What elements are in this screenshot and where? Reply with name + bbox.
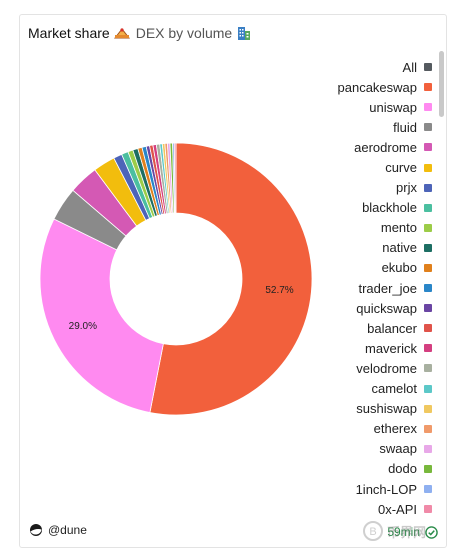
legend-label: curve (385, 160, 417, 176)
slice-label-pancakeswap: 52.7% (265, 285, 293, 296)
legend-item-prjx[interactable]: prjx (282, 178, 432, 198)
chart-legend: All pancakeswap uniswap fluid aerodrome curve… (282, 57, 432, 519)
slice-uniswap[interactable] (39, 218, 164, 413)
watermark-coin-icon: B (362, 521, 383, 541)
slice-pancakeswap[interactable] (149, 142, 313, 416)
slice-0x-api[interactable] (173, 142, 177, 214)
svg-text:B: B (369, 526, 376, 538)
legend-item-native[interactable]: native (282, 238, 432, 258)
legend-label: 1inch-LOP (355, 481, 417, 497)
legend-item-aerodrome[interactable]: aerodrome (282, 137, 432, 157)
legend-swatch (424, 464, 432, 473)
legend-swatch (424, 63, 432, 72)
legend-item-camelot[interactable]: camelot (282, 379, 432, 399)
donut-chart: 52.7% 29.0% (39, 142, 313, 416)
refresh-status[interactable]: 59min (387, 525, 438, 539)
footer-brand-text: @dune (48, 523, 87, 537)
legend-swatch (424, 364, 432, 373)
legend-item-velodrome[interactable]: velodrome (282, 358, 432, 378)
legend-label: velodrome (356, 360, 417, 376)
legend-item-uniswap[interactable]: uniswap (282, 97, 432, 117)
legend-item-curve[interactable]: curve (282, 157, 432, 177)
legend-label: aerodrome (354, 139, 417, 155)
watermark-text: 币界网 (386, 524, 426, 540)
legend-swatch (424, 103, 432, 112)
legend-swatch (424, 304, 432, 313)
legend-label: maverick (364, 340, 417, 356)
legend-swatch (424, 223, 432, 232)
legend-label: native (382, 240, 417, 256)
legend-item-1inch-lop[interactable]: 1inch-LOP (282, 479, 432, 499)
legend-swatch (424, 324, 432, 333)
legend-item-maverick[interactable]: maverick (282, 338, 432, 358)
legend-item-fluid[interactable]: fluid (282, 117, 432, 137)
chart-subtitle: DEX by volume (135, 25, 233, 41)
legend-label: pancakeswap (337, 79, 418, 95)
legend-label: prjx (396, 180, 417, 196)
legend-label: blackhole (362, 200, 417, 216)
legend-label: balancer (367, 320, 417, 336)
legend-label: 0x-API (377, 501, 417, 517)
legend-item-swaap[interactable]: swaap (282, 439, 432, 459)
legend-item-balancer[interactable]: balancer (282, 318, 432, 338)
legend-swatch (424, 243, 432, 252)
legend-label: mento (380, 220, 417, 236)
legend-label: trader_joe (358, 280, 417, 296)
legend-item-blackhole[interactable]: blackhole (282, 198, 432, 218)
legend-label: etherex (373, 421, 417, 437)
legend-label: uniswap (369, 99, 417, 115)
legend-label: swaap (379, 441, 417, 457)
legend-item-etherex[interactable]: etherex (282, 419, 432, 439)
legend-swatch (424, 424, 432, 433)
legend-label: dodo (388, 461, 417, 477)
pie-emoji-icon (113, 28, 130, 39)
refresh-age: 59min (387, 525, 420, 539)
legend-swatch (424, 183, 432, 192)
legend-item-all[interactable]: All (282, 57, 432, 77)
dune-logo-icon (30, 524, 42, 536)
legend-label: quickswap (356, 300, 417, 316)
chart-header: Market share DEX by volume (28, 23, 258, 43)
legend-swatch (424, 384, 432, 393)
legend-swatch (424, 344, 432, 353)
legend-item-dodo[interactable]: dodo (282, 459, 432, 479)
legend-swatch (424, 404, 432, 413)
legend-item-trader-joe[interactable]: trader_joe (282, 278, 432, 298)
legend-item-quickswap[interactable]: quickswap (282, 298, 432, 318)
legend-scrollbar[interactable] (439, 51, 444, 117)
footer-brand[interactable]: @dune (30, 523, 87, 537)
legend-swatch (424, 203, 432, 212)
check-circle-icon (425, 525, 438, 539)
chart-title: Market share (28, 25, 110, 41)
legend-label: All (402, 59, 417, 75)
legend-item-0x-api[interactable]: 0x-API (282, 499, 432, 519)
watermark: B 币界网 (362, 521, 426, 541)
legend-swatch (424, 83, 432, 92)
legend-label: sushiswap (356, 401, 417, 417)
legend-label: camelot (371, 381, 417, 397)
chart-card: Market share DEX by volume 52.7% 29.0% Al… (19, 14, 447, 548)
legend-swatch (424, 163, 432, 172)
donut-chart-area: 52.7% 29.0% (20, 55, 320, 495)
legend-item-pancakeswap[interactable]: pancakeswap (282, 77, 432, 97)
legend-label: fluid (393, 119, 417, 135)
legend-item-ekubo[interactable]: ekubo (282, 258, 432, 278)
legend-swatch (424, 444, 432, 453)
legend-swatch (424, 505, 432, 514)
legend-item-mento[interactable]: mento (282, 218, 432, 238)
building-emoji-icon (238, 27, 251, 40)
legend-item-sushiswap[interactable]: sushiswap (282, 399, 432, 419)
slice-label-uniswap: 29.0% (69, 321, 97, 332)
legend-swatch (424, 123, 432, 132)
legend-swatch (424, 485, 432, 494)
legend-swatch (424, 143, 432, 152)
legend-label: ekubo (381, 260, 417, 276)
legend-swatch (424, 263, 432, 272)
legend-swatch (424, 284, 432, 293)
